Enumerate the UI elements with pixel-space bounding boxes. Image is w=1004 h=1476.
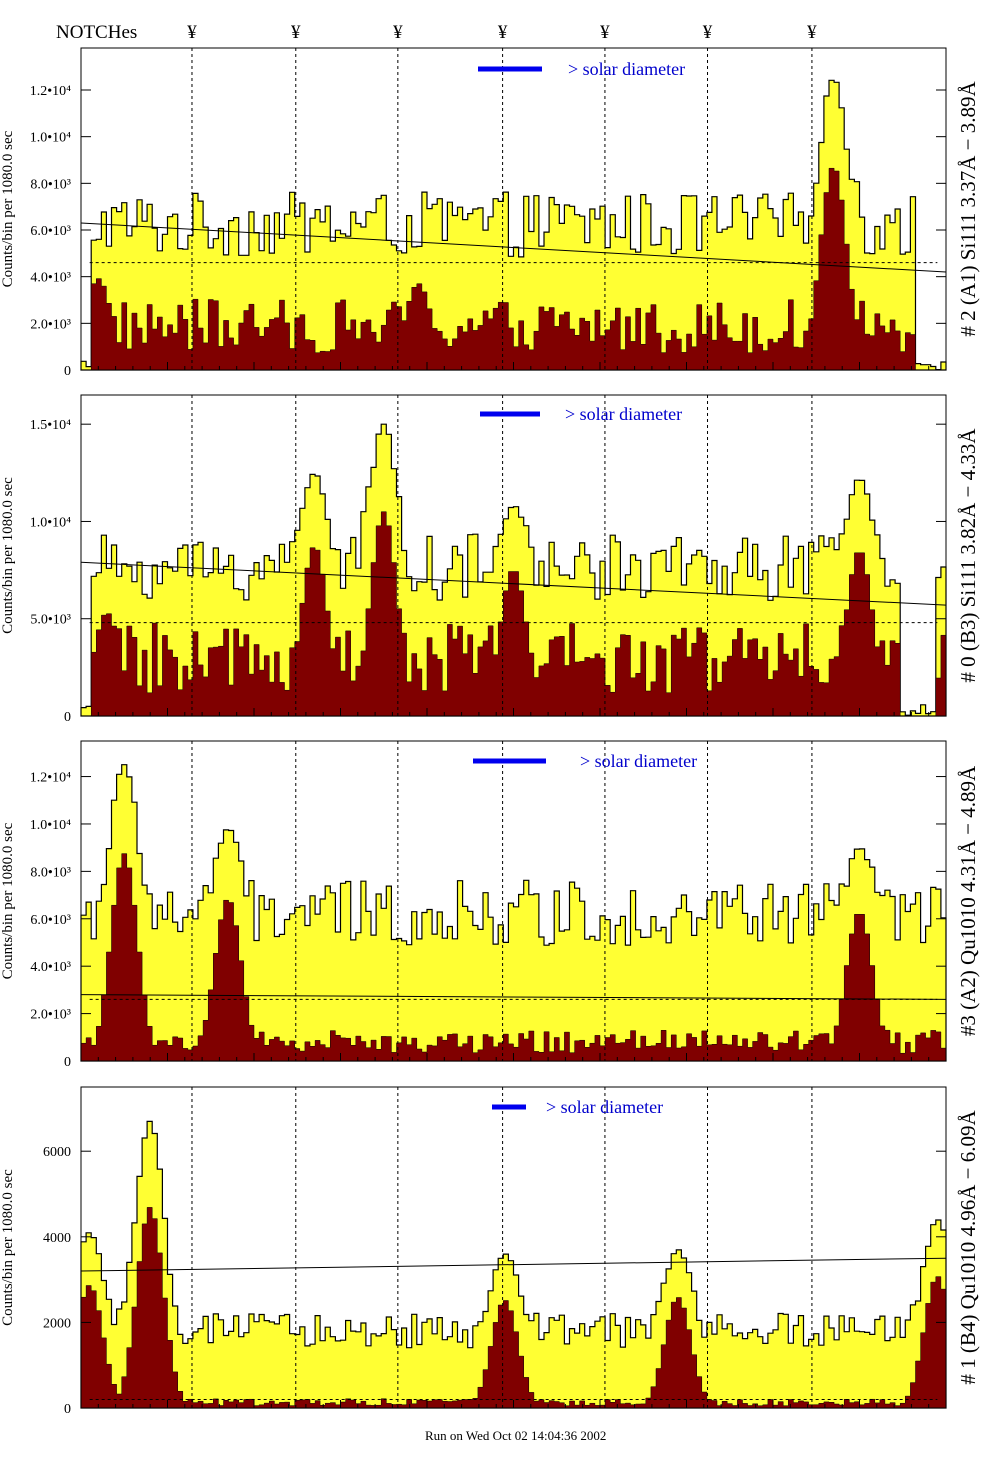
y-axis-label: Counts/bin per 1080.0 sec bbox=[0, 477, 16, 634]
legend-text: > solar diameter bbox=[568, 59, 685, 79]
notches-header: NOTCHes ¥ ¥ ¥ ¥ ¥ ¥ ¥ bbox=[56, 22, 817, 43]
y-tick-label: 6.0•10³ bbox=[30, 913, 71, 928]
notch-marker-5: ¥ bbox=[600, 22, 610, 43]
notch-marker-1: ¥ bbox=[187, 22, 197, 43]
panel-label: # 2 (A1) Si111 3.37Å − 3.89Å bbox=[956, 81, 980, 337]
trend-line bbox=[80, 1257, 947, 1272]
counts-histogram-lower bbox=[80, 1207, 947, 1409]
y-tick-label: 8.0•10³ bbox=[30, 865, 71, 880]
histogram-panels: 0 2.0•10³ 4.0•10³ 6.0•10³ 8.0•10³ 1.0•10⁴ 1.2•… bbox=[0, 47, 980, 1417]
y-tick-label: 0 bbox=[64, 1055, 71, 1070]
histogram-panel-2: 0 5.0•10³ 1.0•10⁴ 1.5•10⁴ Counts/bin per 108… bbox=[0, 394, 980, 725]
trend-line bbox=[80, 222, 947, 273]
y-tick-label: 4.0•10³ bbox=[30, 960, 71, 975]
counts-histogram-lower bbox=[81, 167, 946, 371]
y-tick-label: 6.0•10³ bbox=[30, 224, 71, 239]
y-tick-label: 0 bbox=[64, 1402, 71, 1417]
y-tick-label: 1.5•10⁴ bbox=[30, 418, 71, 433]
histogram-panel-4: 0 2000 4000 6000 Counts/bin per 1080.0 sec # … bbox=[0, 1086, 980, 1417]
histogram-panel-3: 0 2.0•10³ 4.0•10³ 6.0•10³ 8.0•10³ 1.0•10⁴ 1.2•… bbox=[0, 740, 980, 1070]
y-tick-label: 6000 bbox=[43, 1145, 71, 1160]
y-tick-label: 4.0•10³ bbox=[30, 271, 71, 286]
histogram-panel-1: 0 2.0•10³ 4.0•10³ 6.0•10³ 8.0•10³ 1.0•10⁴ 1.2•… bbox=[0, 47, 980, 379]
counts-histogram-lower bbox=[80, 853, 947, 1062]
y-axis-label: Counts/bin per 1080.0 sec bbox=[0, 130, 16, 287]
counts-histogram-lower bbox=[81, 511, 947, 717]
panel-label: #3 (A2) Qu1010 4.31Å − 4.89Å bbox=[956, 765, 980, 1036]
y-tick-label: 0 bbox=[64, 710, 71, 725]
y-tick-label: 5.0•10³ bbox=[30, 613, 71, 628]
notch-marker-4: ¥ bbox=[498, 22, 508, 43]
panel-label: # 1 (B4) Qu1010 4.96Å − 6.09Å bbox=[956, 1110, 980, 1385]
trend-line bbox=[80, 994, 947, 1000]
y-axis-label: Counts/bin per 1080.0 sec bbox=[0, 1169, 16, 1326]
y-tick-label: 8.0•10³ bbox=[30, 177, 71, 192]
trend-line bbox=[80, 561, 947, 606]
y-tick-label: 1.0•10⁴ bbox=[30, 131, 71, 146]
y-tick-label: 1.2•10⁴ bbox=[30, 771, 71, 786]
y-tick-label: 2000 bbox=[43, 1316, 71, 1331]
legend-text: > solar diameter bbox=[565, 404, 682, 424]
y-tick-label: 1.2•10⁴ bbox=[30, 84, 71, 99]
notch-marker-3: ¥ bbox=[393, 22, 403, 43]
y-axis-label: Counts/bin per 1080.0 sec bbox=[0, 822, 16, 979]
counts-histogram-upper bbox=[80, 764, 947, 1062]
y-tick-label: 2.0•10³ bbox=[30, 1008, 71, 1023]
y-tick-label: 0 bbox=[64, 364, 71, 379]
notch-marker-6: ¥ bbox=[703, 22, 713, 43]
legend-text: > solar diameter bbox=[546, 1097, 663, 1117]
notch-symbols: ¥ ¥ ¥ ¥ ¥ ¥ ¥ bbox=[187, 22, 817, 43]
y-tick-label: 2.0•10³ bbox=[30, 317, 71, 332]
run-timestamp: Run on Wed Oct 02 14:04:36 2002 bbox=[425, 1428, 606, 1443]
legend-text: > solar diameter bbox=[580, 751, 697, 771]
y-tick-label: 1.0•10⁴ bbox=[30, 818, 71, 833]
notch-marker-7: ¥ bbox=[807, 22, 817, 43]
notches-label: NOTCHes bbox=[56, 22, 137, 43]
panel-label: # 0 (B3) Si111 3.82Å − 4.33Å bbox=[956, 428, 980, 683]
y-tick-label: 4000 bbox=[43, 1231, 71, 1246]
y-tick-label: 1.0•10⁴ bbox=[30, 515, 71, 530]
notch-marker-2: ¥ bbox=[291, 22, 301, 43]
